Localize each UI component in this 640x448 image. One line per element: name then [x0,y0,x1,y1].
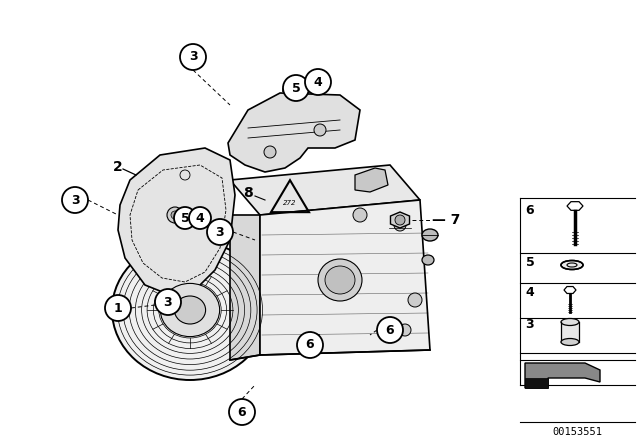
Ellipse shape [422,229,438,241]
Polygon shape [390,212,410,228]
Circle shape [297,332,323,358]
Text: — 7: — 7 [432,213,460,227]
Ellipse shape [161,284,220,336]
Circle shape [62,187,88,213]
Text: 5: 5 [180,211,189,224]
Circle shape [207,219,233,245]
Ellipse shape [174,296,205,324]
Circle shape [283,75,309,101]
Text: 3: 3 [164,296,172,309]
Text: 5: 5 [525,255,534,268]
Circle shape [395,215,405,225]
Text: 00153551: 00153551 [552,427,602,437]
Ellipse shape [325,266,355,294]
Text: 3: 3 [216,225,224,238]
Text: 3: 3 [189,51,197,64]
Text: 3: 3 [525,319,534,332]
Ellipse shape [561,319,579,326]
Text: 4: 4 [196,211,204,224]
Circle shape [353,208,367,222]
Circle shape [174,207,196,229]
Circle shape [314,124,326,136]
Text: 8: 8 [243,186,253,200]
Ellipse shape [112,240,268,380]
Circle shape [105,295,131,321]
Text: 272: 272 [284,200,297,206]
Ellipse shape [422,255,434,265]
Text: 4: 4 [525,285,534,298]
Circle shape [305,69,331,95]
Text: 6: 6 [306,339,314,352]
Circle shape [155,289,181,315]
Ellipse shape [561,260,583,270]
Circle shape [264,146,276,158]
Circle shape [180,44,206,70]
Text: 6: 6 [525,203,534,216]
Text: 4: 4 [314,76,323,89]
Text: 6: 6 [237,405,246,418]
Text: 1: 1 [114,302,122,314]
Bar [561,322,579,342]
Polygon shape [228,93,360,172]
Text: 2: 2 [113,160,123,174]
Circle shape [189,207,211,229]
Text: 3: 3 [70,194,79,207]
Polygon shape [260,200,430,355]
Circle shape [167,207,183,223]
Text: 5: 5 [292,82,300,95]
Polygon shape [525,363,600,388]
Circle shape [171,211,179,219]
Polygon shape [525,378,548,388]
Circle shape [408,293,422,307]
Polygon shape [230,215,260,360]
Ellipse shape [318,259,362,301]
Text: 6: 6 [386,323,394,336]
Polygon shape [118,148,235,295]
Ellipse shape [561,339,579,345]
Circle shape [394,219,406,231]
Circle shape [399,324,411,336]
Circle shape [229,399,255,425]
Polygon shape [355,168,388,192]
Circle shape [377,317,403,343]
Polygon shape [230,165,420,215]
